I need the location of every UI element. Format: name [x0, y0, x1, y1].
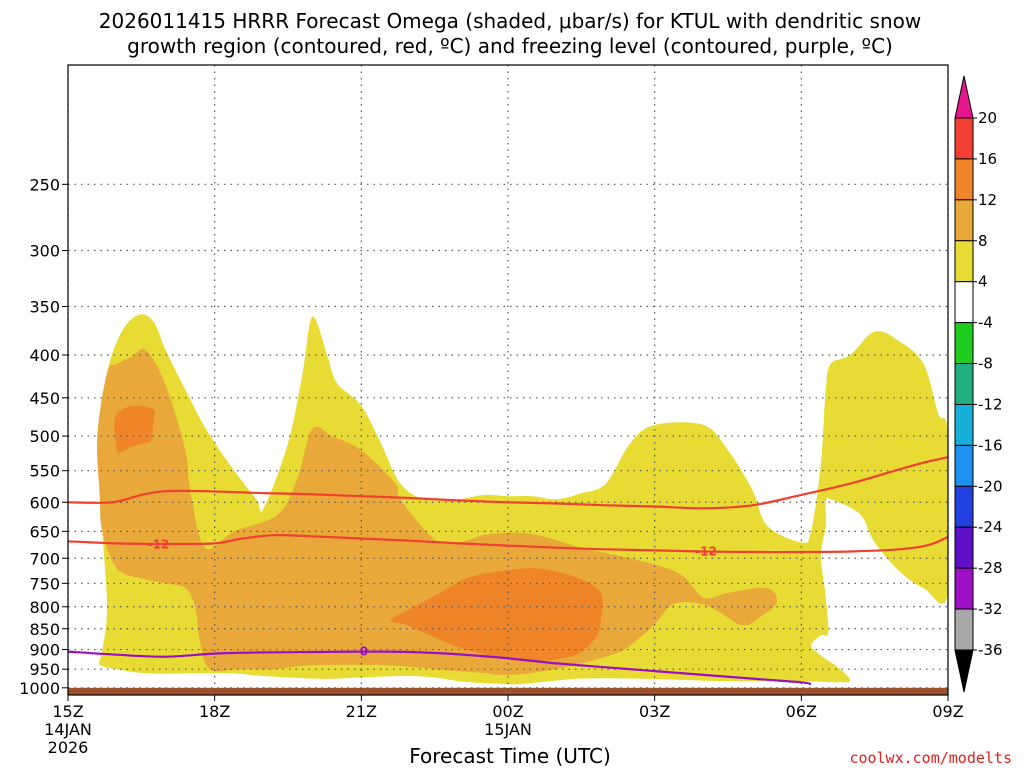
colorbar-label-0: 20: [978, 109, 997, 127]
colorbar-bin-12: [954, 567, 974, 610]
colorbar-label-9: -20: [978, 477, 1003, 495]
colorbar-label-2: 12: [978, 191, 997, 209]
y-tick-label-300: 300: [29, 242, 60, 261]
y-tick-label-650: 650: [29, 522, 60, 541]
y-tick-label-950: 950: [29, 660, 60, 679]
colorbar-label-1: 16: [978, 150, 997, 168]
colorbar-bin-13: [954, 608, 974, 651]
colorbar-bin-8: [954, 403, 974, 446]
y-tick-label-600: 600: [29, 493, 60, 512]
colorbar-bin-9: [954, 444, 974, 487]
contour-line-0: [67, 456, 949, 510]
omega-shaded-regions: [97, 314, 948, 685]
ground-fill: [68, 687, 948, 695]
x-tick-label-15Z: 15Z: [52, 702, 83, 721]
colorbar-label-5: -4: [978, 314, 993, 332]
colorbar-bin-5: [954, 281, 974, 324]
contour-label-1: -12: [148, 538, 170, 552]
colorbar-bin-7: [954, 363, 974, 405]
y-tick-label-1000: 1000: [19, 679, 60, 698]
colorbar-label-3: 8: [978, 232, 988, 250]
contour-line-3: [67, 650, 812, 686]
y-tick-label-350: 350: [29, 298, 60, 317]
chart-title-line-2: growth region (contoured, red, ºC) and f…: [127, 34, 893, 58]
colorbar-bin-6: [954, 322, 974, 365]
colorbar-bin-top: [954, 75, 974, 119]
y-tick-label-800: 800: [29, 598, 60, 617]
contour-line-1: [67, 534, 949, 554]
omega-region-2: [114, 405, 155, 454]
x-tick-label-00Z: 00Z: [492, 702, 523, 721]
y-tick-label-550: 550: [29, 462, 60, 481]
colorbar: 20 16 12 8 4 -4 -8 -12 -16 -20 -24 -28 -32 -36: [954, 75, 1003, 693]
ground-layer: [68, 687, 948, 695]
y-tick-label-250: 250: [29, 175, 60, 194]
chart-title-line-1: 2026011415 HRRR Forecast Omega (shaded, …: [99, 9, 921, 33]
colorbar-bin-1: [954, 117, 974, 160]
colorbar-bin-10: [954, 485, 974, 528]
colorbar-bin-bottom: [954, 649, 974, 693]
x-tick-label-06Z: 06Z: [786, 702, 817, 721]
colorbar-label-4: 4: [978, 273, 988, 291]
y-tick-label-700: 700: [29, 549, 60, 568]
colorbar-bin-11: [954, 526, 974, 569]
colorbar-bin-3: [954, 199, 974, 242]
x-tick-label-03Z: 03Z: [639, 702, 670, 721]
y-axis: 250 300 350 400 450 500 550 600 650 700 750 800 850 9…: [19, 175, 68, 698]
colorbar-label-6: -8: [978, 355, 993, 373]
x-tick-date-00Z: 15JAN: [484, 720, 532, 739]
colorbar-bin-4: [954, 240, 974, 283]
colorbar-label-10: -24: [978, 518, 1003, 536]
x-tick-label-18Z: 18Z: [199, 702, 230, 721]
colorbar-label-8: -16: [978, 436, 1003, 454]
y-tick-label-450: 450: [29, 389, 60, 408]
y-tick-label-750: 750: [29, 574, 60, 593]
colorbar-label-13: -36: [978, 641, 1003, 659]
y-tick-label-500: 500: [29, 427, 60, 446]
x-tick-label-21Z: 21Z: [346, 702, 377, 721]
contour-label-3: 0: [360, 645, 368, 659]
contour-label-2: -12: [695, 544, 717, 558]
y-tick-label-400: 400: [29, 346, 60, 365]
x-tick-label-09Z: 09Z: [932, 702, 963, 721]
contour-lines: -12 -12 0: [67, 456, 949, 686]
y-tick-label-900: 900: [29, 641, 60, 660]
omega-region-3: [390, 568, 603, 662]
x-axis-label: Forecast Time (UTC): [409, 744, 611, 768]
omega-region-1: [97, 349, 778, 675]
colorbar-label-7: -12: [978, 395, 1003, 413]
x-tick-date-15Z: 14JAN: [44, 720, 92, 739]
credit-text: coolwx.com/modelts: [849, 749, 1012, 767]
colorbar-bin-2: [954, 158, 974, 201]
y-tick-label-850: 850: [29, 620, 60, 639]
colorbar-label-11: -28: [978, 559, 1003, 577]
x-tick-year-15Z: 2026: [48, 738, 89, 757]
colorbar-label-12: -32: [978, 600, 1003, 618]
